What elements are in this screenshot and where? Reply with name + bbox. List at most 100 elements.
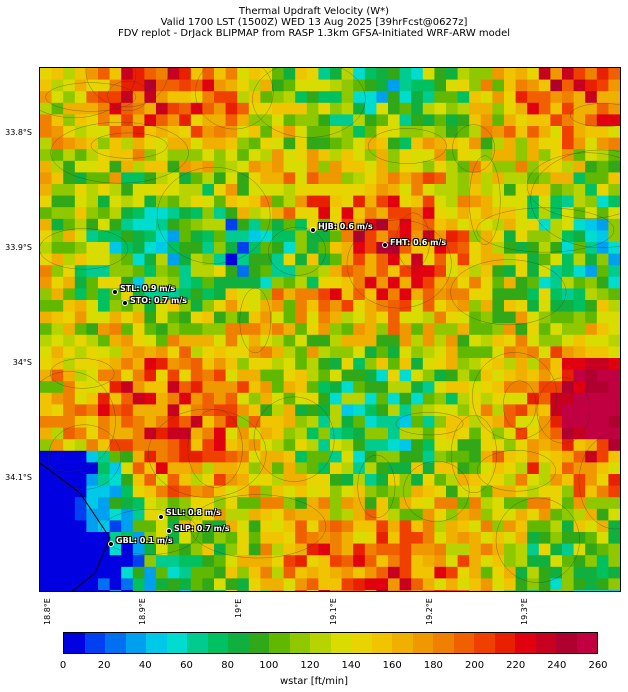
station-marker-sll[interactable] <box>158 514 164 520</box>
grid-cell <box>121 439 134 452</box>
grid-cell <box>562 346 575 359</box>
station-marker-slp[interactable] <box>166 528 172 534</box>
grid-cell <box>318 369 331 382</box>
grid-cell <box>434 288 447 301</box>
grid-cell <box>330 578 343 591</box>
grid-cell <box>202 590 215 591</box>
grid-cell <box>388 126 401 139</box>
grid-cell <box>399 578 412 591</box>
grid-cell <box>585 392 598 405</box>
grid-cell <box>504 427 517 440</box>
grid-cell <box>504 474 517 487</box>
station-marker-sto[interactable] <box>122 300 128 306</box>
grid-cell <box>40 160 53 173</box>
grid-cell <box>515 184 528 197</box>
grid-cell <box>40 300 53 313</box>
grid-cell <box>190 300 203 313</box>
grid-cell <box>144 172 157 185</box>
grid-cell <box>538 369 551 382</box>
colorbar-swatch <box>207 633 228 653</box>
grid-cell <box>109 68 122 81</box>
grid-cell <box>260 358 273 371</box>
grid-cell <box>469 439 482 452</box>
grid-cell <box>330 253 343 266</box>
grid-cell <box>260 288 273 301</box>
grid-cell <box>202 485 215 498</box>
grid-cell <box>399 126 412 139</box>
grid-cell <box>376 404 389 417</box>
grid-cell <box>86 427 99 440</box>
grid-cell <box>550 439 563 452</box>
grid-cell <box>562 358 575 371</box>
grid-cell <box>214 184 227 197</box>
grid-cell <box>585 288 598 301</box>
grid-cell <box>248 404 261 417</box>
grid-cell <box>399 242 412 255</box>
grid-cell <box>202 160 215 173</box>
grid-cell <box>550 184 563 197</box>
grid-cell <box>341 288 354 301</box>
grid-cell <box>364 276 377 289</box>
grid-cell <box>156 404 169 417</box>
grid-cell <box>341 149 354 162</box>
grid-cell <box>330 184 343 197</box>
grid-cell <box>190 474 203 487</box>
station-marker-gbl[interactable] <box>108 541 114 547</box>
grid-cell <box>492 450 505 463</box>
grid-cell <box>121 520 134 533</box>
grid-cell <box>562 242 575 255</box>
grid-cell <box>51 207 64 220</box>
grid-cell <box>562 288 575 301</box>
grid-cell <box>422 369 435 382</box>
station-marker-stl[interactable] <box>112 289 118 295</box>
grid-cell <box>86 102 99 115</box>
grid-cell <box>40 242 53 255</box>
map-plot-area[interactable] <box>39 67 621 592</box>
grid-cell <box>562 114 575 127</box>
station-marker-fht[interactable] <box>382 242 388 248</box>
grid-cell <box>74 242 87 255</box>
grid-cell <box>237 555 250 568</box>
station-marker-hjb[interactable] <box>310 227 316 233</box>
grid-cell <box>492 555 505 568</box>
grid-cell <box>388 218 401 231</box>
grid-cell <box>318 102 331 115</box>
grid-cell <box>63 404 76 417</box>
grid-cell <box>51 242 64 255</box>
grid-cell <box>457 555 470 568</box>
grid-cell <box>515 358 528 371</box>
grid-cell <box>411 555 424 568</box>
grid-cell <box>179 79 192 92</box>
grid-cell <box>86 497 99 510</box>
terrain-contour <box>268 226 327 276</box>
grid-cell <box>457 149 470 162</box>
grid-cell <box>376 462 389 475</box>
grid-cell <box>538 392 551 405</box>
grid-cell <box>469 126 482 139</box>
grid-cell <box>388 485 401 498</box>
grid-cell <box>504 578 517 591</box>
grid-cell <box>341 207 354 220</box>
grid-cell <box>63 485 76 498</box>
grid-cell <box>515 543 528 556</box>
grid-cell <box>353 474 366 487</box>
grid-cell <box>620 358 621 370</box>
terrain-contour <box>395 412 464 436</box>
grid-cell <box>202 439 215 452</box>
grid-cell <box>573 358 586 371</box>
grid-cell <box>457 195 470 208</box>
grid-cell <box>132 230 145 243</box>
grid-cell <box>596 265 609 278</box>
grid-cell <box>596 114 609 127</box>
grid-cell <box>585 323 598 336</box>
grid-cell <box>411 207 424 220</box>
grid-cell <box>63 427 76 440</box>
grid-cell <box>330 427 343 440</box>
grid-cell <box>399 358 412 371</box>
grid-cell <box>51 474 64 487</box>
grid-cell <box>388 102 401 115</box>
grid-cell <box>156 497 169 510</box>
grid-cell <box>492 126 505 139</box>
grid-cell <box>585 114 598 127</box>
grid-cell <box>295 230 308 243</box>
